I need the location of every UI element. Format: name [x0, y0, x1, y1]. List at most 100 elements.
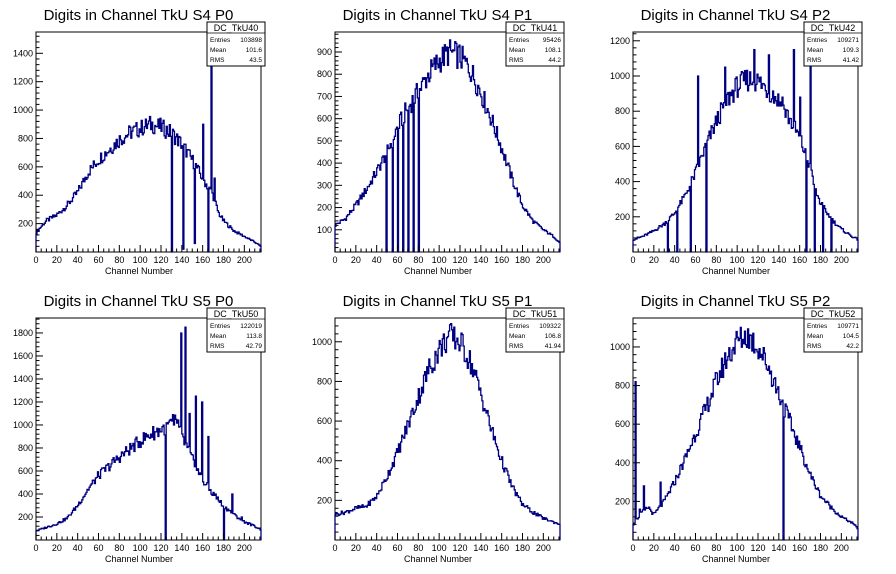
y-tick-label: 1600 — [13, 351, 33, 361]
stats-value: 103898 — [240, 37, 262, 44]
x-tick-label: 60 — [392, 543, 402, 553]
x-axis-label: Channel Number — [702, 266, 770, 276]
stats-key: Mean — [807, 47, 824, 54]
histogram-panel: Digits in Channel TkU S4 P1 0 20 40 60 80 100 1… — [317, 7, 565, 276]
y-tick-label: 200 — [18, 219, 33, 229]
stats-key: Mean — [210, 47, 227, 54]
x-axis-label: Channel Number — [105, 266, 173, 276]
y-tick-label: 600 — [18, 466, 33, 476]
stats-value: 101.6 — [246, 47, 263, 54]
chart-title: Digits in Channel TkU S5 P0 — [44, 293, 234, 310]
x-tick-label: 160 — [494, 543, 509, 553]
stats-value: 109.3 — [843, 47, 860, 54]
stats-key: Entries — [509, 37, 530, 44]
y-tick-label: 100 — [317, 225, 332, 235]
y-tick-label: 1000 — [610, 342, 630, 352]
stats-name: DC_TkU41 — [513, 23, 558, 33]
x-tick-label: 200 — [834, 543, 849, 553]
histogram-panel: Digits in Channel TkU S4 P2 0 20 40 60 80 100 1… — [610, 7, 863, 276]
x-tick-label: 160 — [494, 255, 509, 265]
chart-title: Digits in Channel TkU S4 P0 — [44, 7, 234, 24]
y-tick-label: 1400 — [13, 374, 33, 384]
plot-frame — [35, 317, 262, 541]
y-tick-label: 700 — [317, 91, 332, 101]
stats-name: DC_TkU51 — [513, 309, 558, 319]
histogram-series — [334, 323, 561, 540]
x-tick-label: 200 — [237, 543, 252, 553]
stats-value: 109322 — [539, 323, 561, 330]
stats-box — [505, 307, 565, 353]
x-tick-label: 120 — [153, 543, 168, 553]
x-tick-label: 60 — [690, 255, 700, 265]
x-tick-label: 40 — [670, 543, 680, 553]
x-tick-label: 40 — [73, 255, 83, 265]
y-tick-label: 800 — [18, 133, 33, 143]
y-tick-label: 800 — [317, 69, 332, 79]
stats-key: Entries — [210, 37, 231, 44]
stats-box — [206, 307, 266, 353]
y-tick-label: 200 — [18, 512, 33, 522]
x-tick-label: 180 — [216, 543, 231, 553]
x-tick-label: 120 — [452, 255, 467, 265]
x-tick-label: 180 — [813, 255, 828, 265]
stats-value: 41.94 — [545, 343, 562, 350]
y-tick-label: 1400 — [13, 48, 33, 58]
x-tick-label: 60 — [93, 543, 103, 553]
x-tick-label: 100 — [432, 543, 447, 553]
stats-value: 108.1 — [545, 47, 562, 54]
x-tick-label: 200 — [536, 255, 551, 265]
stats-name: DC_TkU42 — [811, 23, 856, 33]
x-tick-label: 140 — [473, 255, 488, 265]
x-tick-label: 0 — [33, 255, 38, 265]
stats-value: 42.2 — [846, 343, 859, 350]
x-tick-label: 20 — [351, 543, 361, 553]
x-tick-label: 120 — [153, 255, 168, 265]
chart-title: Digits in Channel TkU S4 P2 — [641, 7, 831, 24]
x-tick-label: 40 — [372, 255, 382, 265]
x-tick-label: 20 — [52, 255, 62, 265]
histogram-series — [35, 326, 262, 541]
stats-value: 113.8 — [246, 333, 262, 340]
stats-value: 42.79 — [246, 343, 263, 350]
histogram-series — [334, 39, 561, 253]
stats-value: 43.5 — [249, 57, 262, 64]
stats-key: RMS — [210, 57, 225, 64]
x-tick-label: 60 — [93, 255, 103, 265]
y-tick-label: 1200 — [13, 77, 33, 87]
x-axis-label: Channel Number — [404, 554, 472, 564]
x-tick-label: 80 — [114, 255, 124, 265]
stats-key: Mean — [509, 333, 526, 340]
stats-key: RMS — [509, 57, 524, 64]
histogram-panel: Digits in Channel TkU S4 P0 0 20 40 60 80 100 1… — [13, 7, 266, 276]
x-tick-label: 100 — [133, 255, 148, 265]
x-tick-label: 100 — [730, 255, 745, 265]
y-tick-label: 500 — [317, 136, 332, 146]
x-tick-label: 140 — [174, 255, 189, 265]
x-tick-label: 160 — [792, 255, 807, 265]
y-tick-label: 600 — [317, 416, 332, 426]
x-tick-label: 0 — [630, 255, 635, 265]
stats-value: 95426 — [543, 37, 561, 44]
y-tick-label: 900 — [317, 47, 332, 57]
x-tick-label: 60 — [690, 543, 700, 553]
y-tick-label: 1200 — [13, 397, 33, 407]
y-tick-label: 1000 — [312, 337, 332, 347]
y-tick-label: 600 — [317, 114, 332, 124]
stats-key: RMS — [807, 343, 822, 350]
x-tick-label: 0 — [332, 543, 337, 553]
x-tick-label: 180 — [515, 543, 530, 553]
stats-key: RMS — [807, 57, 822, 64]
stats-key: Mean — [509, 47, 526, 54]
stats-key: Entries — [509, 323, 530, 330]
stats-name: DC_TkU50 — [214, 309, 259, 319]
y-tick-label: 200 — [317, 495, 332, 505]
stats-box — [206, 21, 266, 67]
histogram-panel: Digits in Channel TkU S5 P0 0 20 40 60 80 100 1… — [13, 293, 266, 564]
x-tick-label: 40 — [670, 255, 680, 265]
x-tick-label: 80 — [114, 543, 124, 553]
x-axis-label: Channel Number — [105, 554, 173, 564]
stats-key: RMS — [210, 343, 225, 350]
x-tick-label: 200 — [237, 255, 252, 265]
x-tick-label: 200 — [536, 543, 551, 553]
